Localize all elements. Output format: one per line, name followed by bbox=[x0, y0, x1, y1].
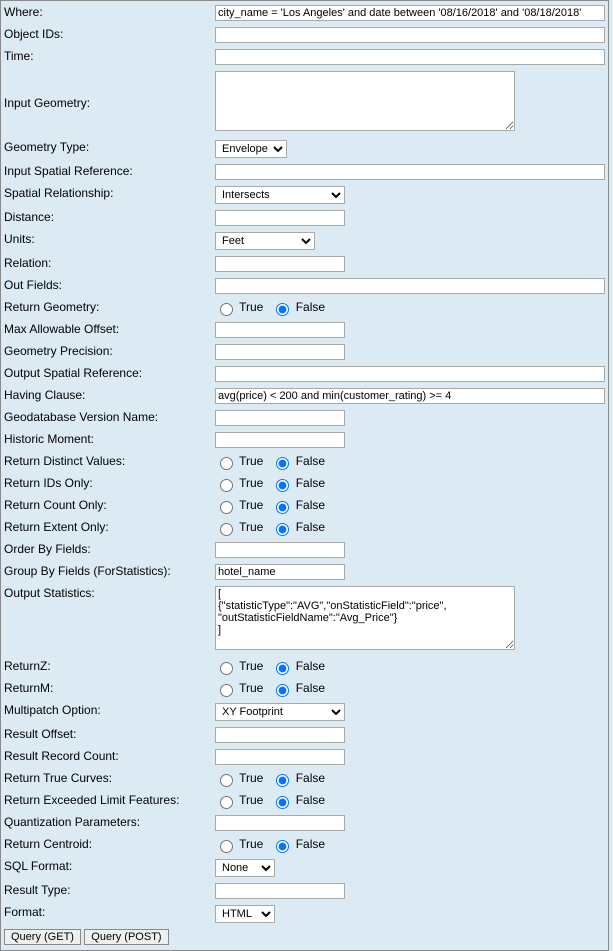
returnIds-true-radio[interactable]: True bbox=[215, 476, 263, 490]
label-result-type: Result Type: bbox=[4, 883, 70, 897]
returnGeometry-true-radio[interactable]: True bbox=[215, 300, 263, 314]
label-units: Units: bbox=[4, 232, 35, 246]
returnM-false-radio[interactable]: False bbox=[271, 681, 325, 695]
label-object-ids: Object IDs: bbox=[4, 27, 63, 41]
returnM-true-radio[interactable]: True bbox=[215, 681, 263, 695]
button-row: Query (GET) Query (POST) bbox=[2, 926, 607, 949]
label-geometry-type: Geometry Type: bbox=[4, 140, 89, 154]
sql-format-select[interactable]: None bbox=[215, 859, 275, 877]
returnTrueCurves-false-radio[interactable]: False bbox=[271, 771, 325, 785]
label-relation: Relation: bbox=[4, 256, 51, 270]
returnExceeded-false-radio[interactable]: False bbox=[271, 793, 325, 807]
label-order-by: Order By Fields: bbox=[4, 542, 91, 556]
returnCentroid-true-radio[interactable]: True bbox=[215, 837, 263, 851]
label-return-centroid: Return Centroid: bbox=[4, 837, 92, 851]
returnExceeded-true-radio[interactable]: True bbox=[215, 793, 263, 807]
returnIds-false-radio[interactable]: False bbox=[271, 476, 325, 490]
geometry-precision-input[interactable] bbox=[215, 344, 345, 360]
query-form-panel: Where: Object IDs: Time: Input Geometry:… bbox=[0, 0, 609, 951]
label-input-sr: Input Spatial Reference: bbox=[4, 164, 133, 178]
object-ids-input[interactable] bbox=[215, 27, 605, 43]
returnGeometry-false-radio[interactable]: False bbox=[271, 300, 325, 314]
label-group-by: Group By Fields (ForStatistics): bbox=[4, 564, 171, 578]
label-output-sr: Output Spatial Reference: bbox=[4, 366, 142, 380]
format-select[interactable]: HTML bbox=[215, 905, 275, 923]
input-sr-input[interactable] bbox=[215, 164, 605, 180]
label-format: Format: bbox=[4, 905, 45, 919]
label-spatial-rel: Spatial Relationship: bbox=[4, 186, 113, 200]
gdb-version-input[interactable] bbox=[215, 410, 345, 426]
returnCentroid-false-radio[interactable]: False bbox=[271, 837, 325, 851]
label-return-distinct: Return Distinct Values: bbox=[4, 454, 125, 468]
historic-moment-input[interactable] bbox=[215, 432, 345, 448]
label-time: Time: bbox=[4, 49, 34, 63]
label-return-m: ReturnM: bbox=[4, 681, 53, 695]
relation-input[interactable] bbox=[215, 256, 345, 272]
query-get-button[interactable]: Query (GET) bbox=[4, 929, 81, 945]
max-offset-input[interactable] bbox=[215, 322, 345, 338]
returnTrueCurves-true-radio[interactable]: True bbox=[215, 771, 263, 785]
return-count-radio-group: True False bbox=[213, 495, 607, 517]
label-max-offset: Max Allowable Offset: bbox=[4, 322, 119, 336]
label-return-extent: Return Extent Only: bbox=[4, 520, 109, 534]
return-centroid-radio-group: True False bbox=[213, 834, 607, 856]
output-sr-input[interactable] bbox=[215, 366, 605, 382]
where-input[interactable] bbox=[215, 5, 605, 21]
label-return-geometry: Return Geometry: bbox=[4, 300, 99, 314]
return-z-radio-group: True False bbox=[213, 656, 607, 678]
spatial-rel-select[interactable]: Intersects bbox=[215, 186, 345, 204]
units-select[interactable]: Feet bbox=[215, 232, 315, 250]
label-gdb-version: Geodatabase Version Name: bbox=[4, 410, 158, 424]
return-ids-radio-group: True False bbox=[213, 473, 607, 495]
result-offset-input[interactable] bbox=[215, 727, 345, 743]
returnZ-true-radio[interactable]: True bbox=[215, 659, 263, 673]
label-return-count: Return Count Only: bbox=[4, 498, 107, 512]
label-return-ids: Return IDs Only: bbox=[4, 476, 93, 490]
label-out-fields: Out Fields: bbox=[4, 278, 62, 292]
order-by-input[interactable] bbox=[215, 542, 345, 558]
label-having: Having Clause: bbox=[4, 388, 85, 402]
output-stats-textarea[interactable]: [ {"statisticType":"AVG","onStatisticFie… bbox=[215, 586, 515, 650]
label-output-stats: Output Statistics: bbox=[4, 586, 95, 600]
time-input[interactable] bbox=[215, 49, 605, 65]
label-return-true-curves: Return True Curves: bbox=[4, 771, 112, 785]
geometry-type-select[interactable]: Envelope bbox=[215, 140, 287, 158]
query-post-button[interactable]: Query (POST) bbox=[84, 929, 168, 945]
returnCount-true-radio[interactable]: True bbox=[215, 498, 263, 512]
label-input-geometry: Input Geometry: bbox=[4, 96, 90, 110]
returnExtent-true-radio[interactable]: True bbox=[215, 520, 263, 534]
input-geometry-textarea[interactable] bbox=[215, 71, 515, 131]
form-table: Where: Object IDs: Time: Input Geometry:… bbox=[2, 2, 607, 926]
returnExtent-false-radio[interactable]: False bbox=[271, 520, 325, 534]
return-distinct-radio-group: True False bbox=[213, 451, 607, 473]
label-distance: Distance: bbox=[4, 210, 54, 224]
label-quantization: Quantization Parameters: bbox=[4, 815, 140, 829]
quantization-input[interactable] bbox=[215, 815, 345, 831]
label-geom-precision: Geometry Precision: bbox=[4, 344, 113, 358]
returnDistinct-false-radio[interactable]: False bbox=[271, 454, 325, 468]
label-historic-moment: Historic Moment: bbox=[4, 432, 94, 446]
return-extent-radio-group: True False bbox=[213, 517, 607, 539]
label-result-offset: Result Offset: bbox=[4, 727, 76, 741]
label-return-exceeded: Return Exceeded Limit Features: bbox=[4, 793, 179, 807]
return-geometry-radio-group: True False bbox=[213, 297, 607, 319]
returnCount-false-radio[interactable]: False bbox=[271, 498, 325, 512]
returnDistinct-true-radio[interactable]: True bbox=[215, 454, 263, 468]
having-input[interactable] bbox=[215, 388, 605, 404]
result-record-count-input[interactable] bbox=[215, 749, 345, 765]
return-true-curves-radio-group: True False bbox=[213, 768, 607, 790]
label-sql-format: SQL Format: bbox=[4, 859, 72, 873]
return-m-radio-group: True False bbox=[213, 678, 607, 700]
label-return-z: ReturnZ: bbox=[4, 659, 51, 673]
return-exceeded-radio-group: True False bbox=[213, 790, 607, 812]
distance-input[interactable] bbox=[215, 210, 345, 226]
returnZ-false-radio[interactable]: False bbox=[271, 659, 325, 673]
label-result-record-count: Result Record Count: bbox=[4, 749, 119, 763]
multipatch-select[interactable]: XY Footprint bbox=[215, 703, 345, 721]
out-fields-input[interactable] bbox=[215, 278, 605, 294]
label-where: Where: bbox=[4, 5, 43, 19]
group-by-input[interactable] bbox=[215, 564, 345, 580]
label-multipatch: Multipatch Option: bbox=[4, 703, 101, 717]
